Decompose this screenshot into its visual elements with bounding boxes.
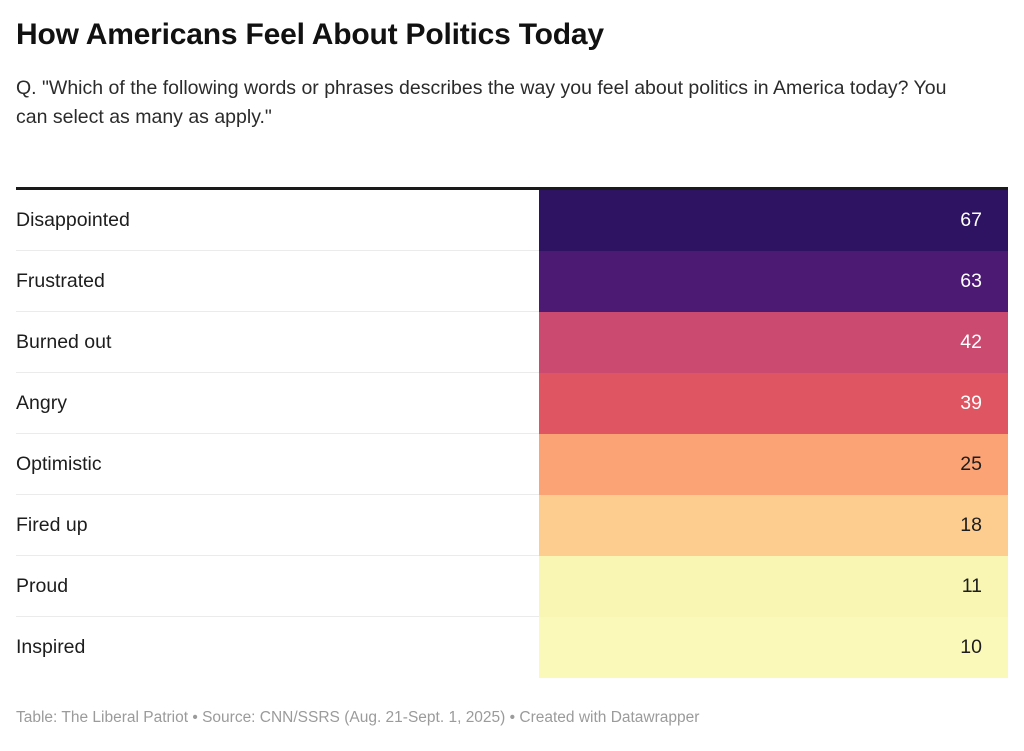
chart-subtitle: Q. "Which of the following words or phra… [16, 77, 947, 128]
row-value-cell: 67 [539, 190, 1008, 251]
table-row: Angry 39 [16, 373, 1008, 434]
table-row: Proud 11 [16, 556, 1008, 617]
row-label: Frustrated [16, 251, 539, 312]
row-label: Proud [16, 556, 539, 617]
row-value-cell: 10 [539, 617, 1008, 678]
row-value-cell: 25 [539, 434, 1008, 495]
heatmap-table: Disappointed 67 Frustrated 63 Burned out… [16, 187, 1008, 678]
row-label: Inspired [16, 636, 86, 658]
row-label: Fired up [16, 495, 539, 556]
table-row: Inspired 10 [16, 617, 1008, 678]
row-label: Angry [16, 373, 539, 434]
row-value-cell: 39 [539, 373, 1008, 434]
row-label: Burned out [16, 312, 539, 373]
table-row: Fired up 18 [16, 495, 1008, 556]
row-value-cell: 63 [539, 251, 1008, 312]
row-value-cell: 18 [539, 495, 1008, 556]
page-title: How Americans Feel About Politics Today [16, 18, 604, 51]
row-label: Optimistic [16, 434, 539, 495]
attribution-footer: Table: The Liberal Patriot • Source: CNN… [16, 709, 700, 726]
table-row: Burned out 42 [16, 312, 1008, 373]
row-value-cell: 42 [539, 312, 1008, 373]
table-row: Optimistic 25 [16, 434, 1008, 495]
row-label: Disappointed [16, 190, 539, 251]
table-row: Frustrated 63 [16, 251, 1008, 312]
chart-page: How Americans Feel About Politics Today … [0, 16, 1024, 751]
row-value-cell: 11 [539, 556, 1008, 617]
table-row: Disappointed 67 [16, 190, 1008, 251]
